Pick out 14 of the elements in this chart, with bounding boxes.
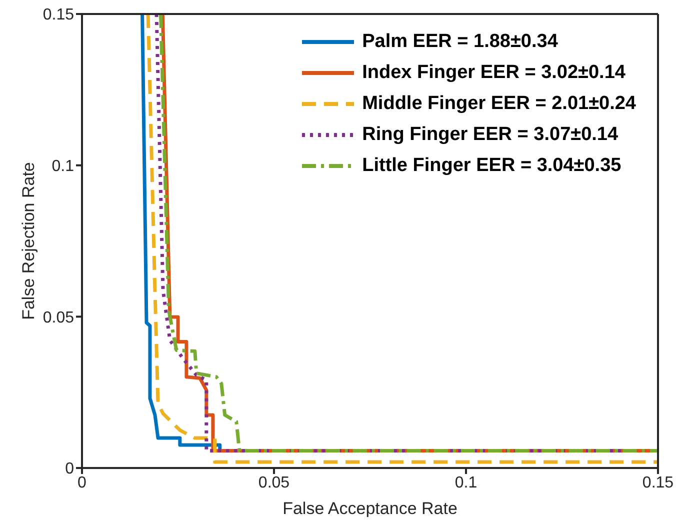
- x-tick-label: 0.05: [258, 474, 290, 492]
- legend-label: Middle Finger EER = 2.01±0.24: [362, 92, 636, 114]
- legend-label: Index Finger EER = 3.02±0.14: [362, 62, 626, 84]
- y-tick-label: 0.15: [42, 6, 74, 24]
- legend-label: Little Finger EER = 3.04±0.35: [362, 154, 622, 176]
- legend-label: Ring Finger EER = 3.07±0.14: [362, 124, 618, 146]
- y-tick-label: 0.05: [42, 309, 74, 326]
- x-tick-label: 0.1: [454, 474, 478, 492]
- y-tick-label: 0.1: [52, 158, 74, 176]
- x-tick-label: 0.15: [642, 474, 674, 492]
- y-tick-label: 0: [65, 460, 74, 478]
- y-axis-title: False Rejection Rate: [19, 162, 38, 320]
- legend-label: Palm EER = 1.88±0.34: [362, 30, 558, 52]
- x-tick-label: 0: [78, 474, 87, 492]
